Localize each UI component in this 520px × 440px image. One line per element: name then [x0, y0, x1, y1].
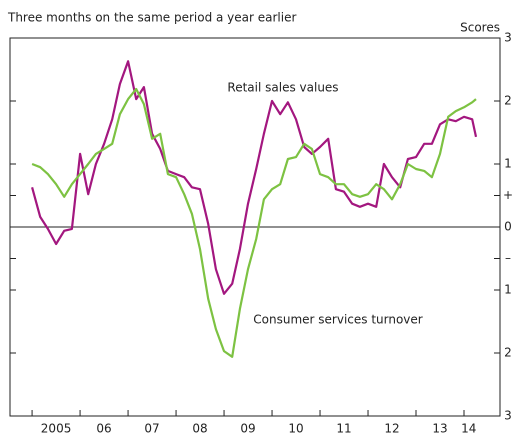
- x-tick-label: 2005: [41, 422, 72, 436]
- y-tick-label: 2: [504, 346, 512, 360]
- y-tick-label: 3: [504, 31, 512, 45]
- annotation: Consumer services turnover: [253, 313, 423, 327]
- y-tick-label: 1: [504, 157, 512, 171]
- y-tick-label: +: [503, 188, 513, 202]
- chart-title: Three months on the same period a year e…: [7, 11, 296, 25]
- x-tick-label: 12: [384, 422, 399, 436]
- x-tick-label: 13: [432, 422, 447, 436]
- y-tick-label: 3: [504, 409, 512, 423]
- y-tick-label: –: [505, 251, 511, 265]
- x-tick-label: 07: [144, 422, 159, 436]
- y-tick-label: 2: [504, 94, 512, 108]
- x-tick-label: 11: [336, 422, 351, 436]
- y-tick-label: 0: [504, 220, 512, 234]
- x-tick-label: 09: [240, 422, 255, 436]
- annotation: Retail sales values: [227, 81, 338, 95]
- x-tick-label: 08: [192, 422, 207, 436]
- line-series: [31, 87, 477, 358]
- x-tick-label: 14: [461, 422, 476, 436]
- x-tick-label: 10: [288, 422, 303, 436]
- line-series: [31, 60, 478, 295]
- x-tick-label: 06: [96, 422, 111, 436]
- axis-label: Scores: [460, 21, 500, 35]
- y-tick-label: 1: [504, 283, 512, 297]
